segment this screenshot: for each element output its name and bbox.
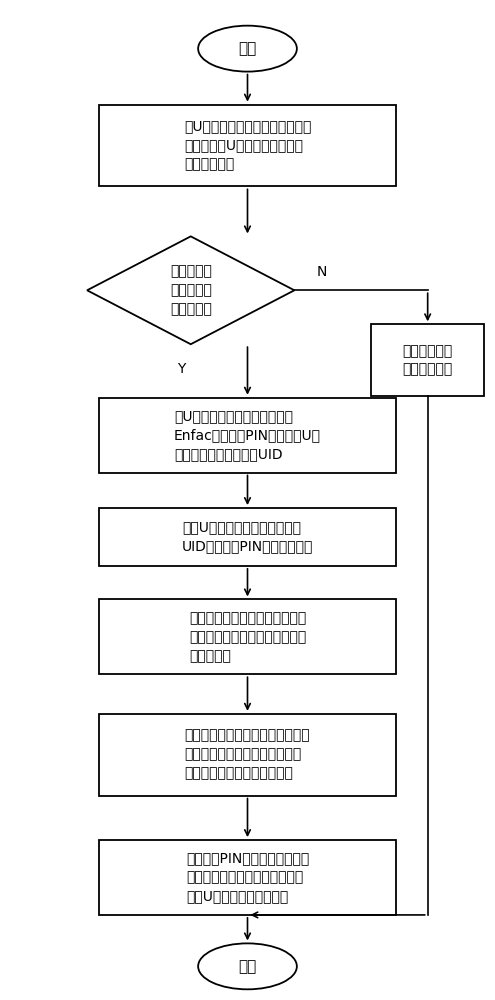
Bar — [371, 324, 485, 396]
Bar — [99, 105, 396, 186]
Text: N: N — [316, 265, 327, 279]
Bar — [99, 840, 396, 915]
Text: 利用加密因子和主密钥生成临时
密钥，并利用临时密钥对解密密
钥进行加密: 利用加密因子和主密钥生成临时 密钥，并利用临时密钥对解密密 钥进行加密 — [189, 611, 306, 663]
Bar — [99, 599, 396, 674]
Text: 向U盾安全模块中输入加密因子
Enfac和授权码PIN，并获取U盾
安全模块的唯一标识符UID: 向U盾安全模块中输入加密因子 Enfac和授权码PIN，并获取U盾 安全模块的唯… — [174, 409, 321, 461]
Bar — [99, 714, 396, 796]
Text: 利用U盾安全模块的唯一标识符
UID与授权码PIN生成掩码密钥: 利用U盾安全模块的唯一标识符 UID与授权码PIN生成掩码密钥 — [182, 520, 313, 553]
Text: 则给出加载错
误的报告提醒: 则给出加载错 误的报告提醒 — [402, 344, 453, 377]
Text: 所有的算法
和密钥是否
均加载成功: 所有的算法 和密钥是否 均加载成功 — [170, 264, 212, 316]
Text: 向U盾安全模块中加载解密算法、
解密密钥、U盾安全模块的主密
钥和认证密钥: 向U盾安全模块中加载解密算法、 解密密钥、U盾安全模块的主密 钥和认证密钥 — [184, 120, 311, 171]
Text: 结束: 结束 — [239, 959, 256, 974]
Bar — [99, 398, 396, 473]
Text: 开始: 开始 — [239, 41, 256, 56]
Text: 用掩码密钥对加密因子进行加密，
得到加密后的加密因子，使加密
因子从暴露状态变成加密状态: 用掩码密钥对加密因子进行加密， 得到加密后的加密因子，使加密 因子从暴露状态变成… — [185, 729, 310, 781]
Text: Y: Y — [177, 362, 185, 376]
Text: 将授权码PIN、认证密钥以及被
加密的加密因子载入高拍仪中，
完成U盾安全模块的初始化: 将授权码PIN、认证密钥以及被 加密的加密因子载入高拍仪中， 完成U盾安全模块的… — [186, 852, 309, 903]
Bar — [99, 508, 396, 566]
